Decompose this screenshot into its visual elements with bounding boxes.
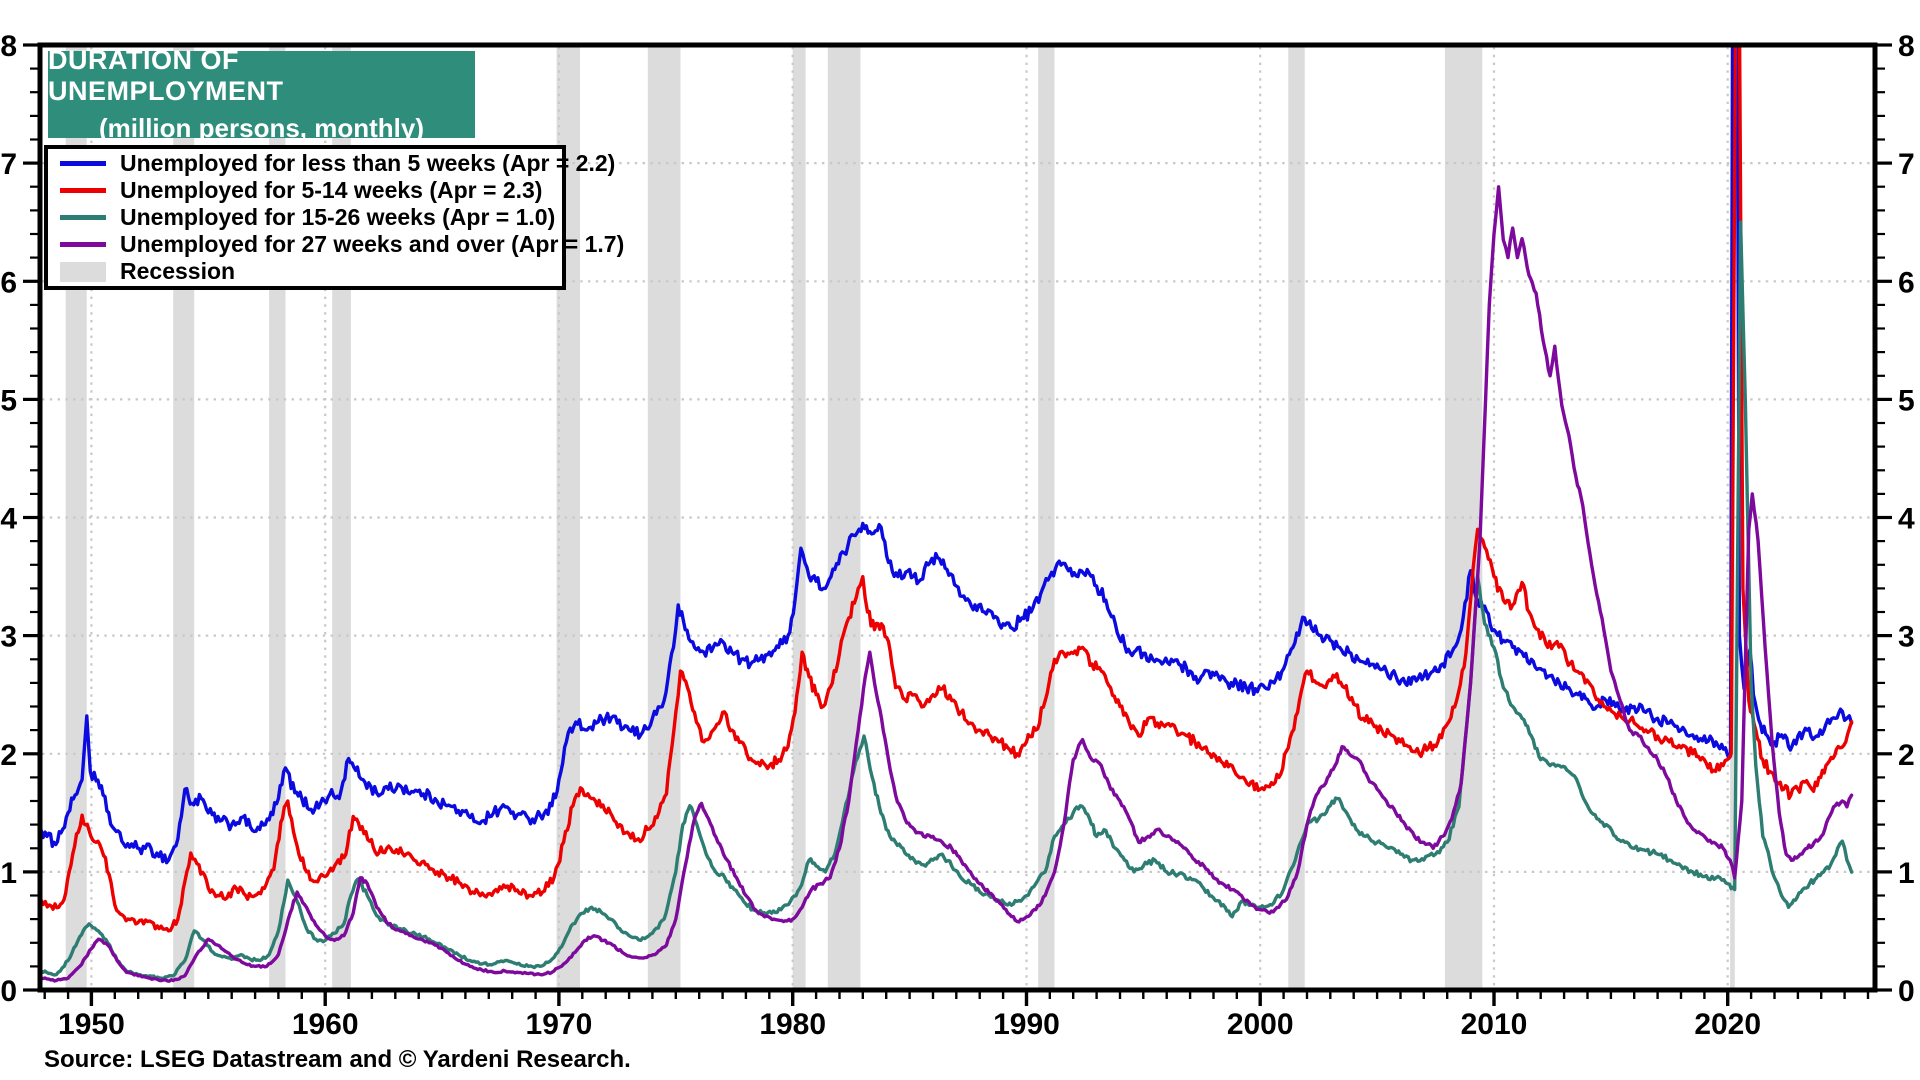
legend-label: Unemployed for less than 5 weeks (Apr = … xyxy=(120,150,616,176)
legend-box: Unemployed for less than 5 weeks (Apr = … xyxy=(44,145,624,290)
series-line-lt5 xyxy=(42,47,1854,865)
x-axis-label: 2000 xyxy=(1227,1008,1294,1041)
x-axis-label: 1950 xyxy=(58,1008,125,1041)
y-axis-label-left: 5 xyxy=(0,384,17,417)
y-axis-label-left: 6 xyxy=(0,266,17,299)
y-axis-label-left: 7 xyxy=(0,148,17,181)
legend-item-2: Unemployed for 15-26 weeks (Apr = 1.0) xyxy=(60,204,562,231)
series-swatch xyxy=(60,188,106,193)
series-line-w15to26 xyxy=(42,220,1854,980)
chart-title-box: DURATION OF UNEMPLOYMENT (million person… xyxy=(48,45,475,143)
legend-label: Unemployed for 27 weeks and over (Apr = … xyxy=(120,231,625,257)
series-swatch xyxy=(60,242,106,247)
series-line-w27plus xyxy=(42,185,1854,983)
y-axis-label-left: 1 xyxy=(0,857,17,890)
y-axis-label-left: 3 xyxy=(0,621,17,654)
legend-item-0: Unemployed for less than 5 weeks (Apr = … xyxy=(60,150,615,177)
y-axis-label-left: 2 xyxy=(0,739,17,772)
legend-item-1: Unemployed for 5-14 weeks (Apr = 2.3) xyxy=(60,177,562,204)
x-axis-label: 2020 xyxy=(1694,1008,1761,1041)
x-axis-label: 1970 xyxy=(526,1008,593,1041)
y-axis-label-right: 2 xyxy=(1898,739,1915,772)
series-swatch xyxy=(60,215,106,220)
source-attribution: Source: LSEG Datastream and © Yardeni Re… xyxy=(44,1046,631,1073)
x-axis-label: 1960 xyxy=(292,1008,359,1041)
y-axis-label-right: 8 xyxy=(1898,30,1915,63)
legend-item-3: Unemployed for 27 weeks and over (Apr = … xyxy=(60,231,624,258)
y-axis-label-left: 8 xyxy=(0,30,17,63)
y-axis-label-right: 4 xyxy=(1898,503,1915,536)
y-axis-label-right: 0 xyxy=(1898,975,1915,1008)
legend-label: Unemployed for 5-14 weeks (Apr = 2.3) xyxy=(120,177,543,203)
legend-label: Unemployed for 15-26 weeks (Apr = 1.0) xyxy=(120,204,556,230)
x-axis-label: 1980 xyxy=(759,1008,826,1041)
y-axis-label-right: 7 xyxy=(1898,148,1915,181)
y-axis-label-left: 4 xyxy=(0,503,17,536)
series-line-w5to14 xyxy=(42,47,1854,933)
legend-label: Recession xyxy=(120,258,236,284)
y-axis-label-right: 6 xyxy=(1898,266,1915,299)
x-axis-label: 1990 xyxy=(993,1008,1060,1041)
x-axis-label: 2010 xyxy=(1461,1008,1528,1041)
recession-swatch xyxy=(60,261,106,282)
series-swatch xyxy=(60,161,106,166)
y-axis-label-right: 5 xyxy=(1898,384,1915,417)
y-axis-label-left: 0 xyxy=(0,975,17,1008)
chart-subtitle: (million persons, monthly) xyxy=(98,113,424,143)
plot-frame xyxy=(37,42,1878,993)
legend-item-4: Recession xyxy=(60,258,562,285)
chart-title: DURATION OF UNEMPLOYMENT xyxy=(48,45,284,106)
y-axis-label-right: 1 xyxy=(1898,857,1915,890)
y-axis-label-right: 3 xyxy=(1898,621,1915,654)
recession-band xyxy=(1288,47,1305,988)
